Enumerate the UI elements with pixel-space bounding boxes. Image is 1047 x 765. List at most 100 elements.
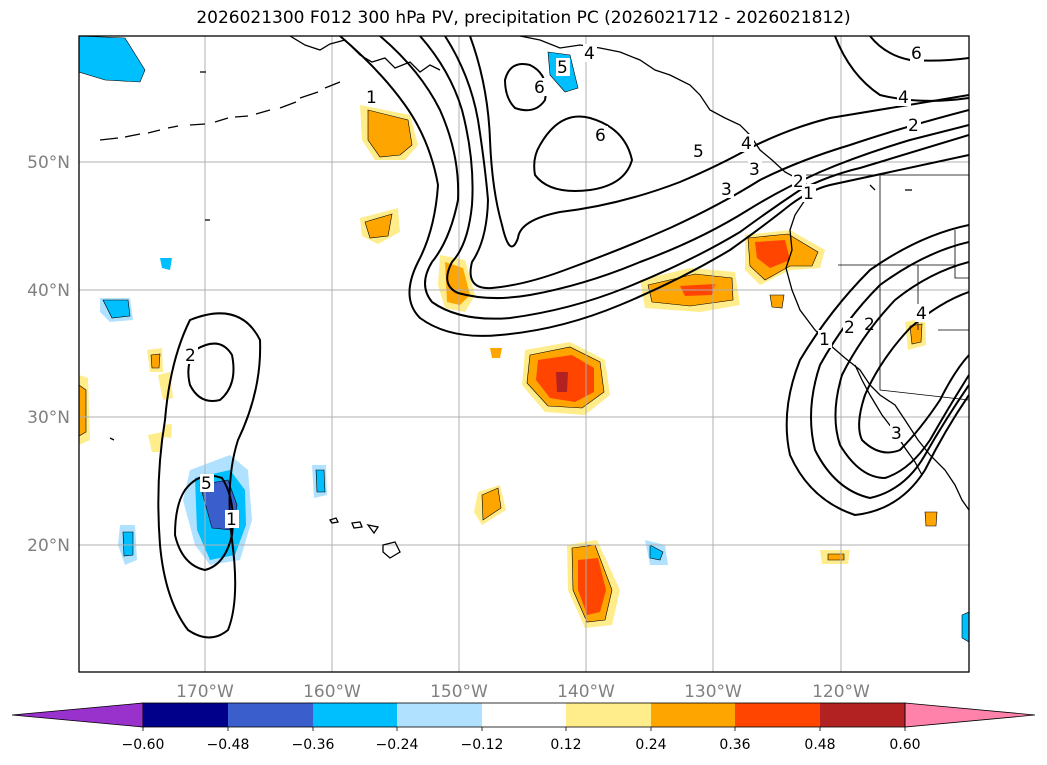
lon-tick-label: 130°W xyxy=(684,682,742,702)
pv-label: 2 xyxy=(185,346,196,366)
map-background xyxy=(79,36,969,672)
precip-negative-area xyxy=(961,611,969,643)
lon-tick-label: 150°W xyxy=(430,682,488,702)
colorbar-tick-label: −0.36 xyxy=(292,737,335,753)
colorbar-segment xyxy=(820,703,905,727)
precip-shading xyxy=(79,36,969,643)
precip-positive-area xyxy=(769,294,785,309)
colorbar-extend-min xyxy=(11,702,144,728)
colorbar-segment xyxy=(651,703,735,727)
pv-contour xyxy=(785,224,969,517)
longitude-labels: 170°W 160°W 150°W 140°W 130°W 120°W xyxy=(176,682,870,702)
colorbar-tick-label: 0.12 xyxy=(550,737,581,753)
aleutian-islands xyxy=(99,81,341,141)
precip-positive-area xyxy=(148,432,162,452)
colorbar-tick-label: 0.60 xyxy=(889,737,920,753)
colorbar-tick-label: 0.36 xyxy=(719,737,750,753)
colorbar-tick-label: 0.48 xyxy=(804,737,835,753)
pv-label: 2 xyxy=(908,116,919,136)
pv-contour xyxy=(187,342,235,402)
pv-label: 2 xyxy=(844,318,855,338)
pv-label: 5 xyxy=(201,474,212,494)
pv-contour xyxy=(157,312,262,639)
colorbar-tick-label: −0.48 xyxy=(207,737,250,753)
north-america-coast xyxy=(785,187,969,511)
lat-tick-label: 50°N xyxy=(27,153,70,173)
precip-positive-area xyxy=(364,213,393,239)
lon-tick-label: 140°W xyxy=(557,682,615,702)
map-frame xyxy=(78,35,970,673)
pv-label: 6 xyxy=(534,78,545,98)
precip-positive-area xyxy=(367,109,413,158)
precip-negative-area xyxy=(315,469,326,493)
colorbar-segment xyxy=(143,703,228,727)
pv-contour xyxy=(503,63,547,112)
pv-label: 4 xyxy=(741,134,752,154)
pv-label: 4 xyxy=(584,44,595,64)
chart-title: 2026021300 F012 300 hPa PV, precipitatio… xyxy=(196,8,851,28)
precip-negative-area xyxy=(79,36,146,83)
pv-label: 4 xyxy=(916,304,927,324)
colorbar-extend-max xyxy=(904,702,1036,728)
border-lines xyxy=(800,174,969,401)
pv-contour xyxy=(858,291,969,454)
pv-contour xyxy=(339,36,969,337)
pv-label: 1 xyxy=(803,184,814,204)
pv-contour xyxy=(533,115,634,192)
pv-label: 5 xyxy=(693,142,704,162)
pv-contours xyxy=(157,36,969,639)
precip-positive-area xyxy=(79,384,87,437)
precip-positive-area xyxy=(490,348,502,358)
precip-negative-area xyxy=(102,299,131,319)
pv-label: 3 xyxy=(749,160,760,180)
pv-contour xyxy=(444,36,969,290)
colorbar-segment xyxy=(735,703,820,727)
pv-label: 1 xyxy=(819,330,830,350)
colorbar-segment xyxy=(313,703,397,727)
pv-label: 3 xyxy=(891,424,902,444)
colorbar: −0.60 −0.48 −0.36 −0.24 −0.12 0.12 0.24 … xyxy=(11,702,1036,753)
precip-negative-area xyxy=(122,531,134,557)
pv-contour xyxy=(173,474,234,572)
colorbar-tick-label: 0.24 xyxy=(635,737,666,753)
precip-positive-area xyxy=(163,424,172,438)
colorbar-segment xyxy=(482,703,566,727)
lon-tick-label: 160°W xyxy=(303,682,361,702)
pv-label: 2 xyxy=(864,315,875,335)
precip-positive-area xyxy=(578,558,606,615)
scattered-islands xyxy=(109,71,912,441)
lon-tick-label: 120°W xyxy=(812,682,870,702)
hawaii-islands xyxy=(328,517,401,559)
precip-positive-area xyxy=(556,372,568,392)
pv-label: 6 xyxy=(911,44,922,64)
colorbar-tick-label: −0.60 xyxy=(122,737,165,753)
pv-contour xyxy=(834,261,969,480)
pv-contour xyxy=(379,36,969,320)
pv-label: 1 xyxy=(226,510,237,530)
pv-contour xyxy=(469,36,969,248)
colorbar-tick-label: −0.24 xyxy=(376,737,419,753)
precip-positive-area xyxy=(755,240,790,268)
precip-positive-area xyxy=(924,511,938,527)
pv-label: 6 xyxy=(595,126,606,146)
precip-positive-area xyxy=(150,353,161,369)
lat-tick-label: 30°N xyxy=(27,408,70,428)
pv-label: 2 xyxy=(793,172,804,192)
pv-contour xyxy=(419,36,969,300)
pv-contour xyxy=(834,36,969,102)
pv-contour xyxy=(810,241,969,500)
precip-positive-area xyxy=(158,372,173,400)
colorbar-segment xyxy=(228,703,313,727)
precip-positive-area xyxy=(827,553,845,561)
colorbar-segment xyxy=(397,703,482,727)
colorbar-tick-label: −0.12 xyxy=(461,737,504,753)
precip-negative-area xyxy=(649,544,664,561)
lon-tick-label: 170°W xyxy=(176,682,234,702)
pv-label: 4 xyxy=(898,88,909,108)
pv-label: 3 xyxy=(721,180,732,200)
precip-positive-area xyxy=(481,487,502,521)
lat-tick-label: 20°N xyxy=(27,536,70,556)
graticule xyxy=(79,36,969,672)
pv-label: 1 xyxy=(366,88,377,108)
